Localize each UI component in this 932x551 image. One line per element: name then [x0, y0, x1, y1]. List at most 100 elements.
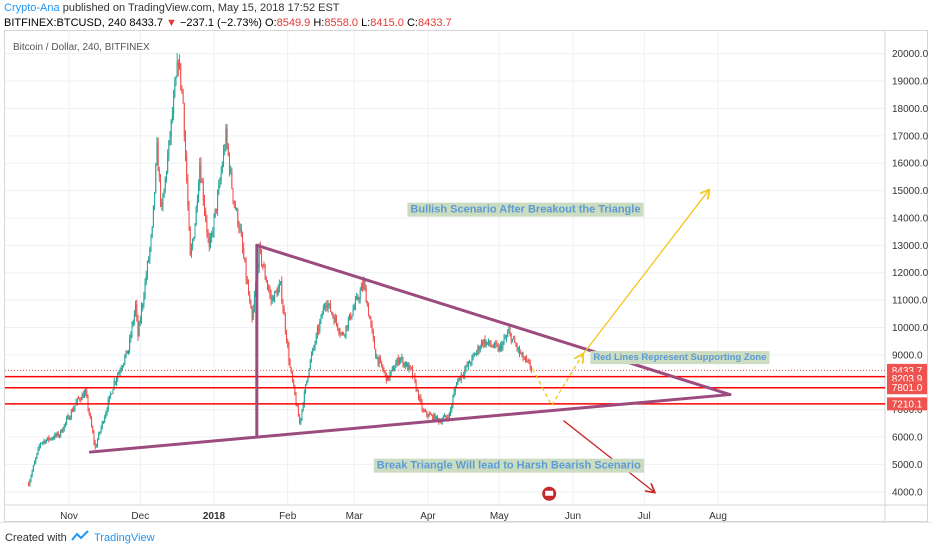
x-tick-label: May	[490, 511, 509, 522]
candle-body	[145, 275, 147, 283]
candle-body	[517, 347, 519, 350]
candle-body	[177, 61, 179, 68]
candle-body	[360, 285, 362, 291]
candle-body	[150, 236, 152, 248]
candle-body	[391, 367, 393, 371]
candle-body	[422, 409, 424, 411]
candle-body	[306, 380, 308, 385]
candle-body	[39, 443, 41, 447]
candle-body	[99, 431, 101, 434]
candle-body	[283, 309, 285, 316]
candle-body	[421, 401, 423, 410]
candle-body	[207, 232, 209, 238]
candle-body	[318, 328, 320, 331]
high-value: 8558.0	[324, 17, 359, 29]
candle-body	[415, 380, 417, 391]
candle-body	[365, 287, 367, 304]
candle-body	[447, 417, 449, 419]
candle-body	[61, 429, 63, 433]
candle-body	[253, 296, 255, 309]
annotation-background	[590, 351, 770, 365]
candle-body	[454, 387, 456, 392]
candle-body	[56, 432, 58, 436]
support-zone-annotation: Red Lines Represent Supporting Zone	[593, 352, 766, 363]
candle-body	[300, 417, 302, 424]
candle-body	[461, 374, 463, 376]
candle-body	[156, 142, 158, 165]
candle-body	[397, 358, 399, 364]
candle-body	[509, 330, 511, 334]
candle-body	[452, 397, 454, 406]
candle-body	[142, 304, 144, 308]
x-tick-label: Dec	[131, 511, 149, 522]
candle-body	[479, 347, 481, 351]
candle-body	[403, 362, 405, 366]
candle-body	[382, 366, 384, 370]
candle-body	[326, 305, 328, 308]
candle-body	[125, 350, 127, 357]
bullish-annotation: Bullish Scenario After Breakout the Tria…	[410, 204, 640, 216]
candle-body	[86, 390, 88, 397]
tradingview-link[interactable]: TradingView	[94, 532, 155, 544]
candle-body	[363, 281, 365, 289]
candle-body	[76, 398, 78, 403]
candle-body	[204, 200, 206, 211]
candle-body	[275, 291, 277, 293]
candle-body	[442, 417, 444, 421]
candle-body	[182, 90, 184, 104]
candle-body	[55, 434, 57, 436]
candle-body	[211, 233, 213, 238]
candle-body	[137, 316, 139, 337]
candle-body	[114, 381, 116, 383]
candle-body	[498, 347, 500, 351]
open-label: O:	[265, 17, 277, 29]
candle-body	[428, 413, 430, 417]
bullish-path-dashed	[531, 355, 583, 407]
low-value: 8415.0	[370, 17, 404, 29]
candle-body	[193, 237, 195, 241]
close-value: 8433.7	[417, 17, 452, 29]
candle-body	[30, 476, 32, 481]
candle-body	[344, 334, 346, 336]
candle-body	[70, 410, 72, 418]
candlestick-series	[28, 52, 532, 487]
candle-body	[219, 180, 221, 186]
candle-body	[123, 363, 125, 367]
x-tick-label: Mar	[346, 511, 364, 522]
candle-body	[416, 390, 418, 392]
candle-body	[184, 136, 186, 156]
candle-body	[31, 471, 33, 477]
candle-body	[463, 375, 465, 377]
candle-body	[362, 285, 364, 289]
candle-body	[495, 342, 497, 345]
candle-body	[489, 340, 491, 345]
tradingview-logo-icon[interactable]	[71, 530, 89, 542]
candle-body	[407, 363, 409, 370]
candle-body	[290, 367, 292, 373]
candle-body	[174, 84, 176, 97]
candle-body	[494, 342, 496, 348]
candle-body	[370, 318, 372, 324]
y-tick-label: 6000.0	[892, 433, 923, 444]
x-tick-label: Jun	[565, 511, 581, 522]
symbol-name: BITFINEX:BTCUSD, 240	[4, 17, 127, 29]
candle-body	[472, 355, 474, 357]
candle-body	[250, 300, 252, 309]
candle-body	[164, 177, 166, 190]
candle-body	[58, 435, 60, 437]
candle-body	[263, 266, 265, 268]
author-link[interactable]: Crypto-Ana	[4, 2, 60, 14]
candle-body	[476, 351, 478, 355]
candle-body	[369, 315, 371, 319]
candle-body	[451, 405, 453, 410]
candle-body	[503, 338, 505, 343]
candle-body	[398, 359, 400, 364]
last-price: 8433.7	[129, 17, 163, 29]
candle-body	[154, 192, 156, 206]
candle-body	[450, 409, 452, 414]
candle-body	[496, 344, 498, 346]
close-label: C:	[406, 17, 418, 29]
candle-body	[236, 209, 238, 211]
y-tick-label: 11000.0	[892, 296, 928, 307]
